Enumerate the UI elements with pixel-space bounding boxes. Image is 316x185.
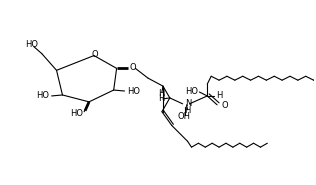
Text: HO: HO bbox=[36, 91, 49, 100]
Text: O: O bbox=[129, 63, 136, 72]
Text: HO: HO bbox=[127, 87, 141, 95]
Text: HO: HO bbox=[70, 109, 83, 118]
Text: O: O bbox=[92, 50, 98, 59]
Text: HO: HO bbox=[25, 40, 39, 49]
Text: N: N bbox=[185, 99, 192, 108]
Text: OH: OH bbox=[177, 112, 190, 121]
Text: HO: HO bbox=[185, 87, 198, 95]
Text: H: H bbox=[158, 90, 164, 98]
Text: O: O bbox=[221, 101, 228, 110]
Text: H: H bbox=[158, 94, 164, 103]
Text: H: H bbox=[184, 106, 191, 115]
Text: H: H bbox=[216, 91, 222, 100]
